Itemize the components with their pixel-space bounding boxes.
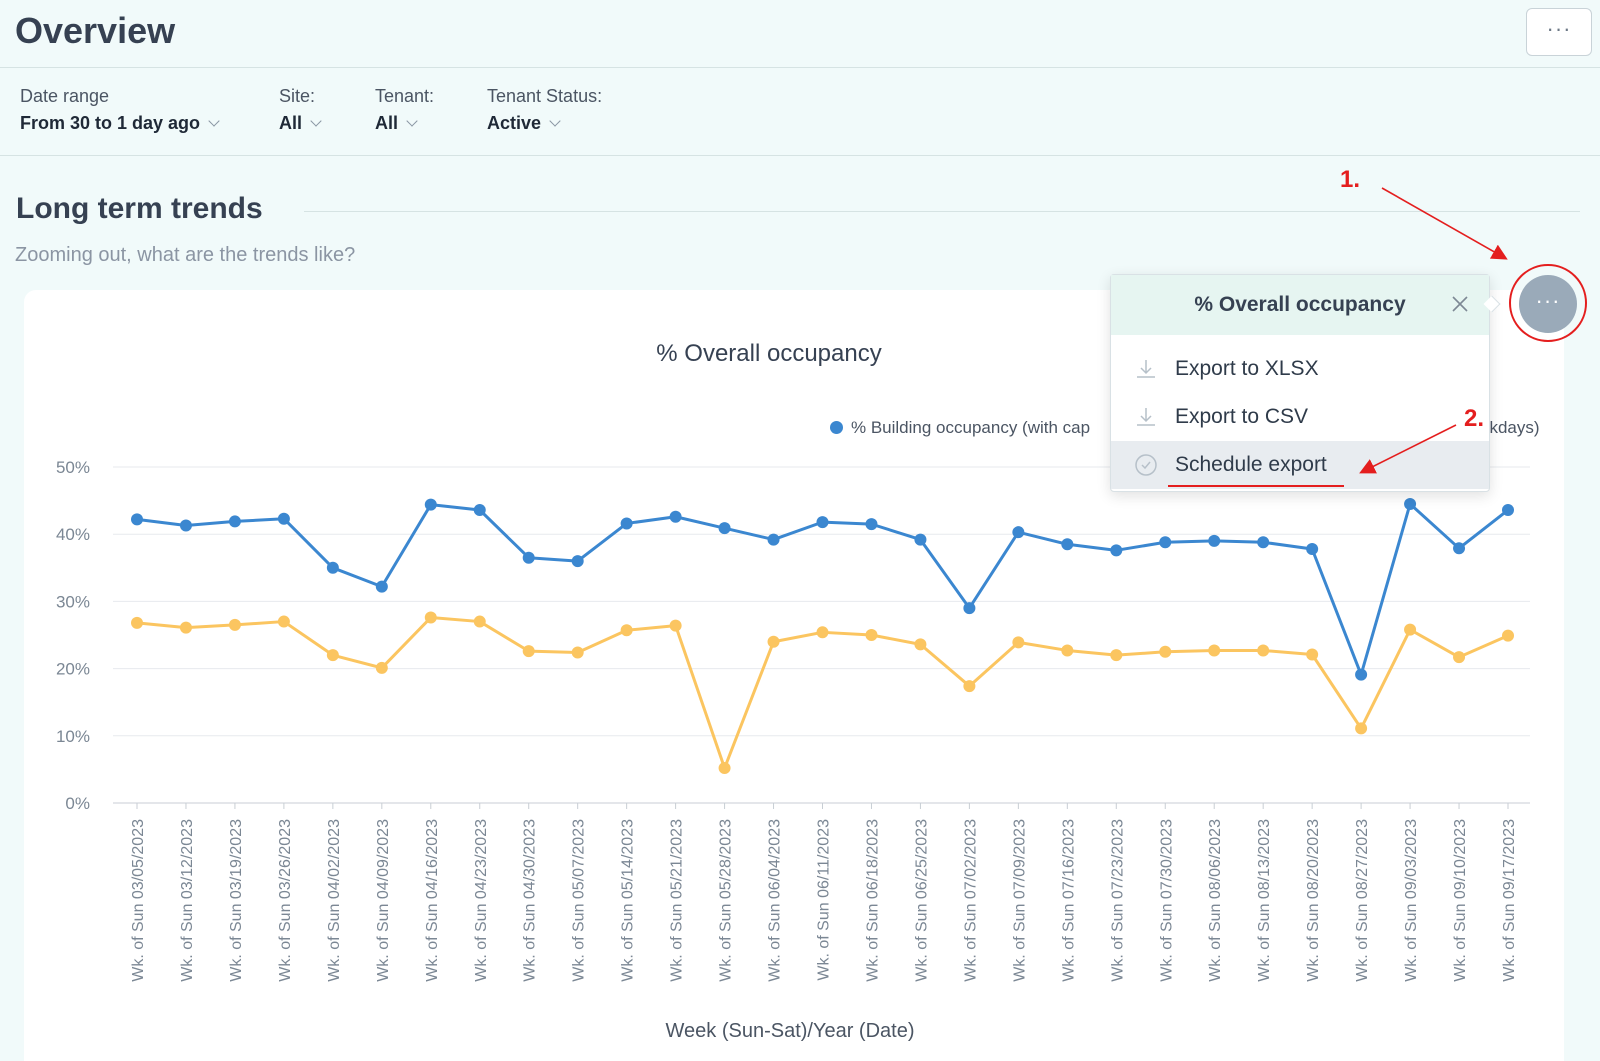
filter-bar: Date range From 30 to 1 day ago Site: Al… [0, 68, 1600, 156]
filter-site[interactable]: Site: All [279, 86, 322, 134]
menu-title: % Overall occupancy [1194, 293, 1406, 316]
legend-dot [830, 421, 843, 434]
menu-item-export-xlsx[interactable]: Export to XLSX [1111, 345, 1489, 393]
close-icon[interactable] [1447, 291, 1473, 317]
menu-item-export-csv[interactable]: Export to CSV [1111, 393, 1489, 441]
section-subtitle: Zooming out, what are the trends like? [15, 244, 356, 266]
filter-value: From 30 to 1 day ago [20, 113, 220, 134]
annotation-step-2: 2. [1464, 405, 1485, 432]
menu-header: % Overall occupancy [1111, 275, 1489, 335]
filter-label: Tenant Status: [487, 86, 603, 106]
annotation-underline [1168, 485, 1344, 487]
filter-tenant-status[interactable]: Tenant Status: Active [487, 86, 602, 134]
annotation-arrow-1 [1381, 187, 1508, 260]
x-axis-title: Week (Sun-Sat)/Year (Date) [665, 1020, 915, 1042]
download-icon [1137, 408, 1155, 426]
chevron-down-icon [406, 115, 418, 127]
legend-item-orange[interactable]: ekdays) [1480, 418, 1540, 437]
page-title: Overview [15, 10, 176, 51]
filter-tenant[interactable]: Tenant: All [375, 86, 434, 134]
chevron-down-icon [208, 115, 220, 127]
clock-icon [1135, 454, 1157, 476]
chevron-down-icon [549, 115, 561, 127]
filter-label: Tenant: [375, 86, 435, 106]
filter-label: Site: [279, 86, 316, 106]
download-icon [1137, 360, 1155, 378]
filter-value: All [279, 113, 322, 134]
filter-date-range[interactable]: Date range From 30 to 1 day ago [20, 86, 220, 134]
chart-title: % Overall occupancy [656, 340, 882, 367]
top-bar: Overview ··· [0, 0, 1600, 68]
section-title: Long term trends [16, 192, 263, 225]
filter-value: Active [487, 113, 602, 134]
page-more-button[interactable]: ··· [1526, 8, 1592, 56]
chevron-down-icon [310, 115, 322, 127]
divider [304, 211, 1580, 212]
legend-item-blue[interactable]: % Building occupancy (with cap [830, 418, 1090, 438]
menu-item-label: Export to CSV [1175, 405, 1309, 428]
annotation-step-1: 1. [1340, 166, 1361, 193]
filter-label: Date range [20, 86, 110, 106]
widget-menu: % Overall occupancy Export to XLSX Expor… [1110, 274, 1490, 492]
menu-item-label: Export to XLSX [1175, 357, 1319, 380]
filter-value: All [375, 113, 434, 134]
menu-item-schedule-export[interactable]: Schedule export [1111, 441, 1489, 489]
annotation-circle [1509, 264, 1587, 342]
menu-item-label: Schedule export [1175, 453, 1327, 476]
